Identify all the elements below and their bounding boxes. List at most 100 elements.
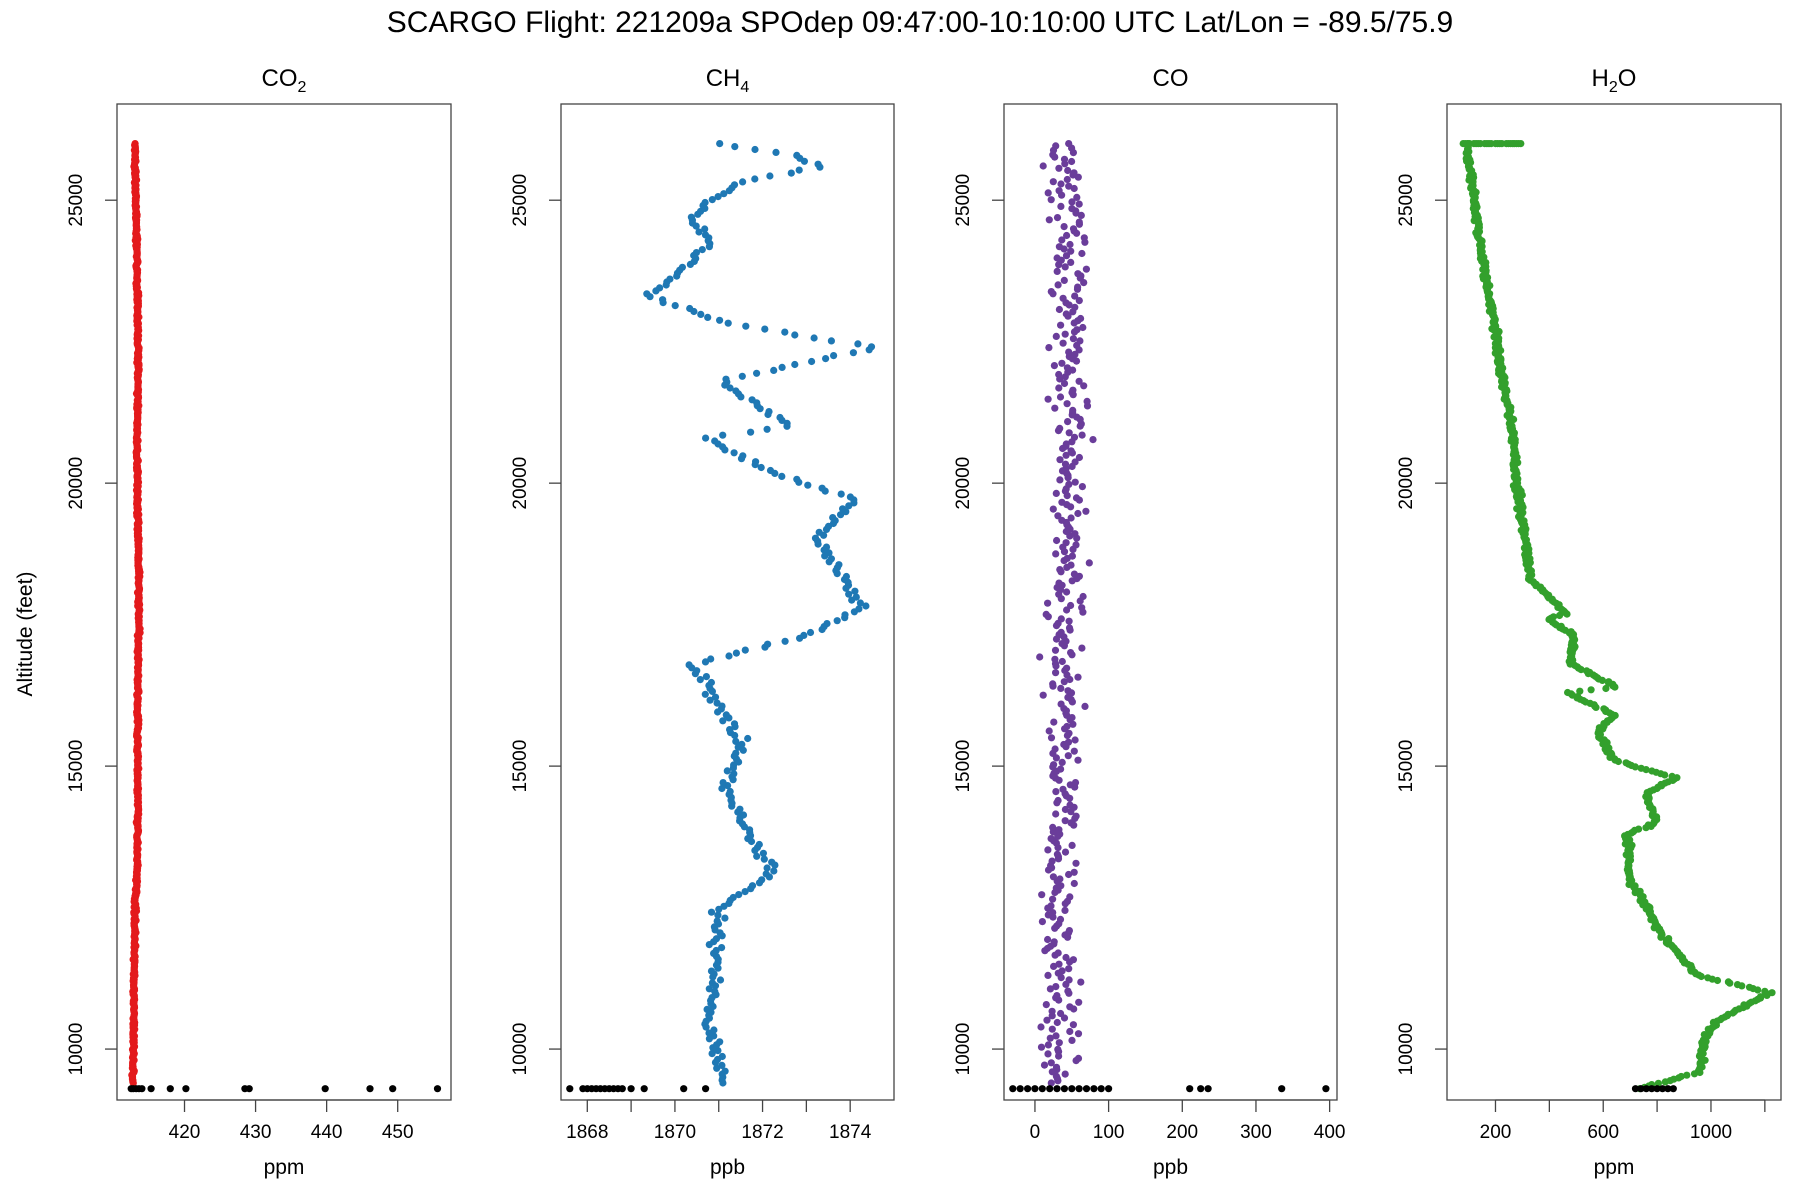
- data-point-ch4: [753, 852, 761, 860]
- data-point-co: [1065, 927, 1073, 935]
- data-point-co: [1074, 673, 1082, 681]
- data-point-co: [1075, 297, 1083, 305]
- data-point-co: [1071, 779, 1080, 787]
- ground-point-co: [1024, 1085, 1032, 1093]
- ground-point-co2: [366, 1085, 374, 1093]
- data-point-co: [1066, 1003, 1074, 1011]
- data-point-ch4: [804, 481, 812, 489]
- data-point-ch4: [723, 767, 731, 775]
- data-point-co: [1053, 536, 1061, 545]
- data-point-h2o: [1677, 1072, 1685, 1081]
- data-point-co: [1055, 187, 1063, 195]
- data-point-ch4: [746, 826, 754, 834]
- data-point-co: [1057, 628, 1065, 637]
- x-tick-label-ch4: 1870: [654, 1122, 696, 1143]
- data-point-ch4: [707, 655, 715, 663]
- ground-point-co: [1068, 1085, 1076, 1093]
- data-point-co: [1058, 758, 1066, 767]
- data-point-co: [1068, 198, 1076, 206]
- data-point-co: [1071, 292, 1079, 300]
- data-point-co: [1065, 617, 1073, 625]
- data-point-co: [1060, 276, 1068, 284]
- data-point-h2o: [1605, 678, 1613, 686]
- panel-title-h2o: H2O: [1592, 65, 1637, 96]
- data-point-co: [1052, 810, 1060, 818]
- data-point-co: [1042, 610, 1050, 619]
- panel-co: CO 10000 15000 20000 25000 0 100 200 300 400 ppb: [953, 65, 1345, 1179]
- data-point-co: [1061, 817, 1069, 825]
- data-point-co: [1080, 234, 1088, 242]
- data-point-ch4: [851, 587, 859, 595]
- data-point-ch4: [781, 328, 789, 336]
- data-point-ch4: [718, 1061, 726, 1069]
- data-point-ch4: [736, 805, 744, 813]
- data-point-co: [1060, 379, 1069, 388]
- series-co2: [127, 140, 442, 1093]
- y-tick-label-co: 20000: [953, 457, 974, 510]
- data-point-ch4: [815, 528, 823, 536]
- data-point-co: [1064, 752, 1072, 760]
- data-point-co: [1063, 231, 1071, 240]
- ground-point-co: [1046, 1085, 1054, 1093]
- ground-point-co2: [147, 1085, 155, 1093]
- data-point-co: [1056, 393, 1065, 401]
- data-point-ch4: [808, 357, 816, 366]
- data-point-ch4: [735, 891, 743, 899]
- data-point-co: [1056, 566, 1064, 574]
- data-point-co: [1061, 906, 1069, 915]
- data-point-co: [1040, 1061, 1049, 1069]
- y-tick-label-ch4: 15000: [510, 740, 531, 793]
- y-tick-label-co: 15000: [953, 740, 974, 793]
- plot-frame-co2: [116, 103, 452, 1101]
- ground-point-co: [1278, 1085, 1286, 1093]
- data-point-co: [1068, 841, 1076, 850]
- data-point-co: [1053, 1018, 1061, 1027]
- data-point-ch4: [739, 178, 747, 186]
- data-point-co: [1057, 765, 1065, 773]
- data-point-ch4: [787, 169, 795, 177]
- data-point-co: [1036, 653, 1044, 661]
- data-point-ch4: [855, 605, 863, 613]
- data-point-co: [1069, 1021, 1077, 1029]
- data-point-co: [1061, 263, 1069, 271]
- data-point-co: [1078, 483, 1086, 491]
- data-point-ch4: [862, 602, 870, 610]
- data-point-h2o: [1704, 974, 1712, 982]
- data-point-h2o: [1635, 825, 1643, 833]
- data-point-co: [1047, 1079, 1055, 1087]
- data-point-ch4: [712, 946, 720, 955]
- data-point-ch4: [726, 384, 734, 392]
- data-point-co: [1052, 332, 1060, 340]
- data-point-co: [1053, 214, 1062, 222]
- data-point-co: [1045, 216, 1053, 224]
- data-point-co: [1081, 702, 1089, 711]
- data-point-ch4: [725, 652, 733, 660]
- data-point-co: [1062, 440, 1070, 448]
- x-tick-label-co2: 450: [382, 1122, 414, 1143]
- data-point-ch4: [741, 646, 749, 654]
- y-tick-label-co2: 25000: [66, 174, 87, 227]
- data-point-co: [1046, 985, 1054, 993]
- data-point-ch4: [766, 172, 774, 180]
- panel-title-base: CO: [262, 65, 298, 92]
- data-point-co: [1070, 184, 1078, 193]
- data-point-co: [1050, 362, 1058, 370]
- data-point-co: [1063, 664, 1071, 672]
- data-point-co: [1054, 281, 1062, 289]
- data-point-co: [1068, 205, 1076, 213]
- data-point-ch4: [719, 779, 727, 787]
- data-point-ch4: [800, 631, 808, 640]
- ground-point-co: [1053, 1085, 1061, 1093]
- data-point-ch4: [659, 296, 667, 304]
- ground-point-co: [1075, 1085, 1083, 1093]
- data-point-co: [1056, 456, 1064, 464]
- data-point-ch4: [678, 263, 687, 271]
- data-point-co: [1058, 236, 1066, 244]
- data-point-co: [1051, 655, 1059, 663]
- data-point-ch4: [710, 1026, 718, 1034]
- data-point-ch4: [747, 428, 755, 436]
- data-point-ch4: [822, 543, 831, 551]
- data-point-h2o: [1587, 686, 1595, 694]
- data-point-ch4: [757, 463, 765, 472]
- data-point-ch4: [702, 434, 710, 442]
